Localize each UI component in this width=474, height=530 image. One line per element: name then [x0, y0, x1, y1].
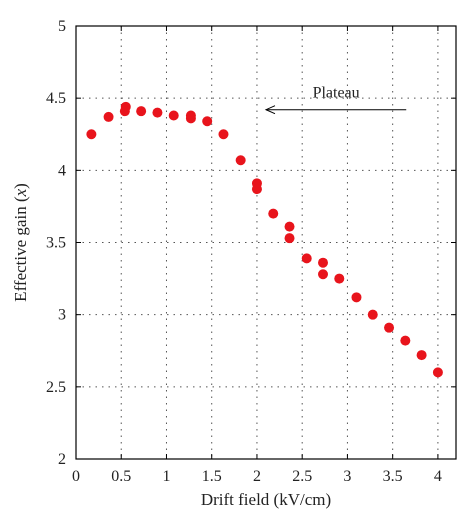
x-axis-title: Drift field (kV/cm) — [201, 490, 331, 509]
data-point — [367, 309, 378, 320]
y-tick-label: 4 — [58, 162, 66, 179]
data-point — [120, 101, 131, 112]
plateau-arrow-head — [264, 105, 276, 115]
y-tick-label: 3 — [58, 307, 66, 324]
x-tick-label: 0.5 — [111, 468, 131, 485]
data-point — [235, 155, 246, 166]
x-tick-label: 3 — [343, 468, 351, 485]
data-point — [251, 184, 262, 195]
data-point — [136, 106, 147, 117]
data-point — [284, 221, 295, 232]
y-tick-label: 5 — [58, 18, 66, 35]
data-point — [400, 335, 411, 346]
x-tick-label: 3.5 — [383, 468, 403, 485]
data-point — [218, 129, 229, 140]
y-tick-label: 2.5 — [46, 379, 66, 396]
data-point — [185, 110, 196, 121]
x-tick-label: 1.5 — [202, 468, 222, 485]
x-tick-label: 2.5 — [292, 468, 312, 485]
x-tick-label: 4 — [434, 468, 442, 485]
data-point — [168, 110, 179, 121]
plateau-annotation: Plateau — [264, 85, 407, 115]
y-tick-label: 3.5 — [46, 235, 66, 252]
data-point — [416, 350, 427, 361]
y-tick-label: 4.5 — [46, 90, 66, 107]
x-tick-label: 0 — [72, 468, 80, 485]
data-point — [86, 129, 97, 140]
data-points — [86, 101, 443, 378]
data-point — [384, 322, 395, 333]
data-point — [268, 208, 279, 219]
plateau-label: Plateau — [313, 85, 360, 102]
data-point — [351, 292, 362, 303]
y-axis-title: Effective gain (x) — [11, 183, 30, 302]
data-point — [334, 273, 345, 284]
x-tick-labels: 0 0.5 1 1.5 2 2.5 3 3.5 4 — [72, 468, 442, 485]
data-point — [284, 233, 295, 244]
data-point — [152, 107, 163, 118]
x-tick-label: 2 — [253, 468, 261, 485]
data-point — [202, 116, 213, 127]
y-tick-label: 2 — [58, 451, 66, 468]
x-tick-label: 1 — [162, 468, 170, 485]
grid-lines — [76, 26, 456, 459]
data-point — [432, 367, 443, 378]
data-point — [318, 269, 328, 280]
axis-ticks — [75, 25, 456, 460]
data-point — [103, 111, 114, 122]
data-point — [301, 253, 312, 264]
y-tick-labels: 2 2.5 3 3.5 4 4.5 5 — [46, 18, 66, 468]
data-point — [318, 257, 328, 268]
